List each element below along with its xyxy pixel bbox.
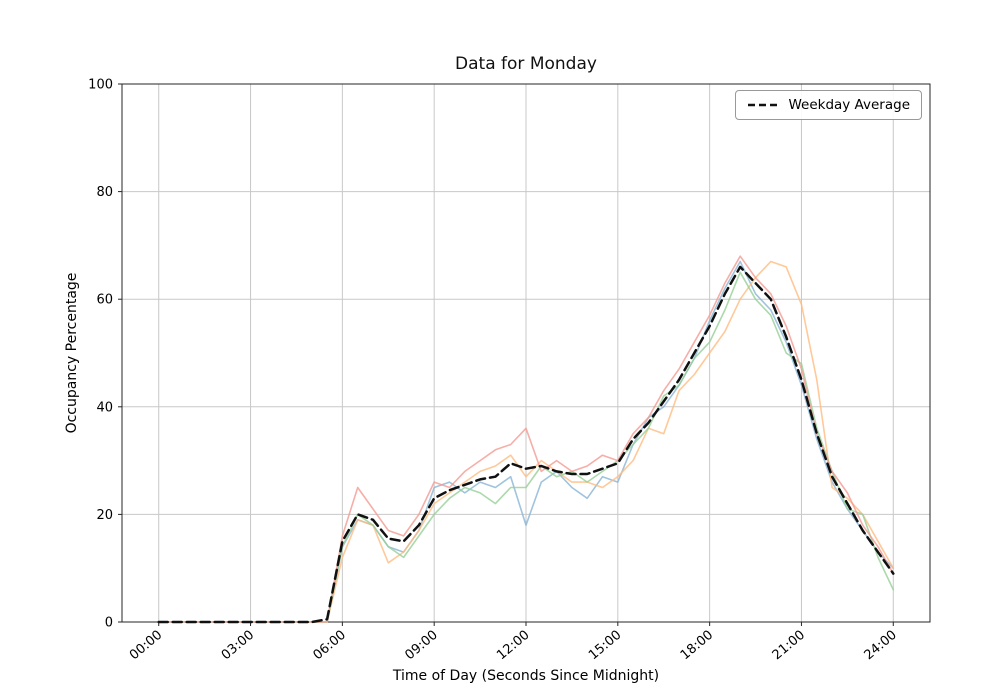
y-tick-label: 0 bbox=[105, 616, 113, 631]
dashed-line-swatch bbox=[748, 103, 779, 107]
y-axis-label: Occupancy Percentage bbox=[64, 272, 80, 434]
x-tick-label: 09:00 bbox=[402, 628, 440, 664]
y-tick-label: 80 bbox=[96, 185, 113, 200]
x-tick-label: 15:00 bbox=[586, 628, 624, 664]
x-axis-label: Time of Day (Seconds Since Midnight) bbox=[392, 668, 660, 684]
x-tick-label: 00:00 bbox=[127, 628, 165, 664]
legend-label: Weekday Average bbox=[788, 97, 910, 113]
x-tick-label: 03:00 bbox=[219, 628, 257, 664]
chart-title: Data for Monday bbox=[455, 54, 597, 74]
y-tick-label: 20 bbox=[96, 508, 113, 523]
y-tick-label: 40 bbox=[96, 400, 113, 415]
y-tick-label: 60 bbox=[96, 293, 113, 308]
series-line bbox=[157, 255, 895, 623]
x-tick-label: 24:00 bbox=[861, 628, 899, 664]
x-tick-label: 21:00 bbox=[770, 628, 808, 664]
x-tick-label: 18:00 bbox=[678, 628, 716, 664]
y-tick-label: 100 bbox=[88, 78, 113, 93]
series-line bbox=[157, 265, 895, 624]
legend: Weekday Average bbox=[735, 90, 922, 120]
x-tick-label: 06:00 bbox=[311, 628, 349, 664]
x-tick-label: 12:00 bbox=[494, 628, 532, 664]
